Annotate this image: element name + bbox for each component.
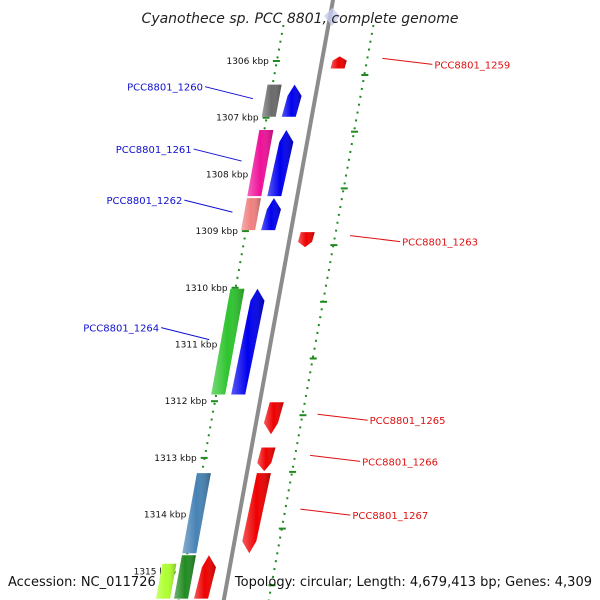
gene-PCC8801_1261-shade [267,130,294,197]
leader-line [184,199,233,213]
gene-PCC8801_1259-shade [330,56,347,69]
tick-track-right [267,24,375,600]
gene-label: PCC8801_1259 [434,60,510,71]
feature-block-shade [156,563,177,599]
leader-line [382,57,433,65]
gene-PCC8801_1267-shade [242,473,271,554]
gene-PCC8801_1266-shade [257,447,276,472]
leader-line [161,327,210,341]
gene-label: PCC8801_1261 [116,145,192,156]
gene-label: PCC8801_1265 [370,416,446,427]
genome-backbone [221,0,336,600]
leader-line [204,86,254,100]
gene-PCC8801_1260-shade [281,84,302,117]
kbp-tick-label: 1312 kbp [165,397,208,407]
gene-PCC8801_1262-shade [261,198,281,231]
kbp-tick-label: 1306 kbp [226,57,269,67]
accession-text: Accession: NC_011726 [8,575,156,590]
feature-block-shade [261,84,282,117]
gene-label: PCC8801_1263 [402,238,478,249]
kbp-tick-label: 1314 kbp [144,511,187,521]
gene-label: PCC8801_1264 [83,324,159,335]
gene-PCC8801_1264-shade [231,288,265,395]
kbp-tick-label: 1311 kbp [175,341,218,351]
map-title: Cyanothece sp. PCC 8801, complete genome [142,11,459,27]
leader-line [193,148,242,162]
gene-label: PCC8801_1266 [362,457,438,468]
feature-block-shade [211,288,245,395]
kbp-tick-label: 1310 kbp [185,284,228,294]
gene-PCC8801_1263-shade [298,232,315,248]
gene-PCC8801_1265-shade [263,402,284,435]
kbp-tick-label: 1313 kbp [154,454,197,464]
feature-block-shade [241,198,261,231]
feature-block-shade [194,555,216,599]
feature-block-shade [182,473,211,554]
kbp-tick-label: 1315 kbp [134,567,177,577]
leader-line [310,454,361,462]
leader-line [317,413,368,421]
feature-block-shade [174,555,196,599]
kbp-tick-label: 1307 kbp [216,114,259,124]
tick-track-left [177,24,285,600]
origin-marker-icon [324,8,341,26]
leader-line [350,235,401,243]
kbp-tick-label: 1308 kbp [206,170,249,180]
gene-label: PCC8801_1262 [106,196,182,207]
gene-label: PCC8801_1260 [127,83,203,94]
leader-line [300,508,351,516]
genome-summary-text: Topology: circular; Length: 4,679,413 bp… [234,575,592,590]
gene-label: PCC8801_1267 [352,511,428,522]
kbp-tick-label: 1309 kbp [196,227,239,237]
feature-block-shade [247,130,274,197]
